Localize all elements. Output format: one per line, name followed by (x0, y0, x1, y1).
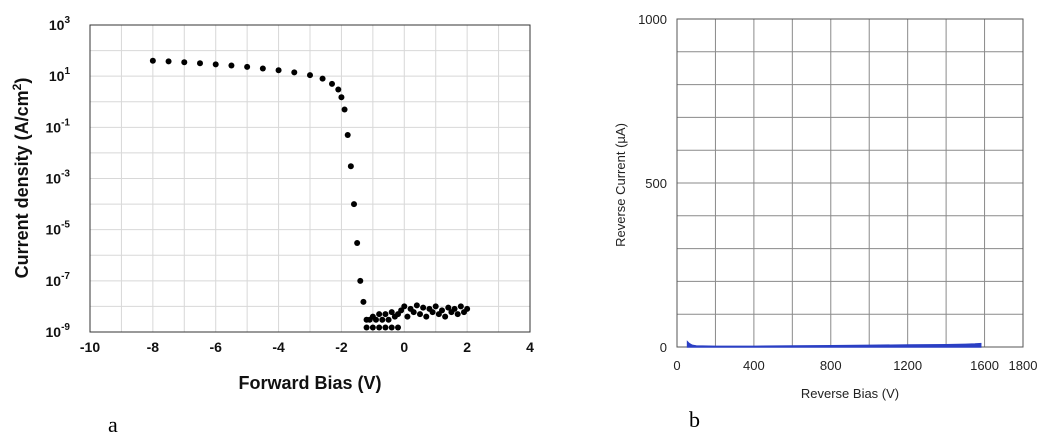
panel-a-data-point (410, 309, 417, 316)
panel-a-data-point (457, 303, 464, 310)
panel-a-data-point (379, 316, 386, 323)
panel-a-y-tick-label: 10-7 (46, 271, 71, 289)
panel-b-y-axis-label: Reverse Current (µA) (613, 123, 628, 247)
panel-a-y-axis-label: Current density (A/cm2) (10, 78, 32, 279)
panel-a-data-point (197, 60, 203, 67)
panel-b-x-tick-label: 1600 (970, 358, 999, 373)
panel-b-series-area (686, 340, 982, 348)
panel-b-x-tick-label: 400 (743, 358, 765, 373)
panel-a-y-tick-labels: 103 101 10-1 10-3 10-5 10-7 10-9 (46, 15, 71, 340)
panel-b-x-tick-label: 0 (673, 358, 680, 373)
panel-a-data-point (388, 309, 395, 316)
panel-a-data-point (413, 302, 420, 309)
panel-a-y-tick-label: 103 (49, 15, 71, 33)
panel-a-data-points (149, 57, 471, 331)
panel-a-data-point (445, 304, 452, 311)
panel-a-x-tick-label: -10 (80, 339, 100, 355)
panel-a-data-point (360, 298, 367, 305)
panel-a-data-point (404, 313, 411, 320)
panel-a-data-point (347, 163, 354, 170)
panel-b-y-tick-labels: 0 500 1000 (638, 12, 667, 355)
panel-a-data-point (401, 303, 408, 310)
panel-a-data-point (454, 311, 461, 318)
panel-a-data-point (382, 311, 389, 318)
panel-a-y-tick-label: 101 (49, 66, 71, 84)
panel-a-plot-frame (89, 24, 531, 333)
panel-a-data-point (291, 69, 298, 76)
panel-b-label: b (689, 407, 700, 432)
panel-a-y-axis-label-main: Current density (A/cm (12, 90, 32, 278)
panel-a-data-point (439, 307, 445, 314)
panel-a-data-point (429, 309, 436, 316)
panel-a-data-point (385, 316, 392, 323)
panel-b-data-series (686, 340, 982, 348)
panel-a-data-point (376, 311, 383, 318)
panel-a-x-axis-label: Forward Bias (V) (238, 373, 381, 393)
panel-b-x-tick-labels: 0 400 800 1200 1600 1800 (673, 358, 1037, 373)
panel-a-data-point (212, 61, 219, 68)
panel-a-data-point (369, 324, 376, 331)
panel-a-data-point (351, 201, 357, 208)
panel-b-x-tick-label: 1800 (1009, 358, 1038, 373)
panel-b-y-tick-label: 0 (660, 340, 667, 355)
panel-a-grid (89, 24, 531, 333)
panel-a-data-point (417, 311, 423, 318)
panel-a-data-point (335, 86, 342, 93)
panel-a-x-tick-label: 2 (463, 339, 471, 355)
panel-a-x-tick-label: -4 (272, 339, 285, 355)
panel-a-data-point (319, 75, 326, 82)
panel-b-x-tick-label: 1200 (893, 358, 922, 373)
panel-a-y-tick-label: 10-5 (46, 220, 71, 238)
panel-a-data-point (244, 63, 251, 70)
panel-a-data-point (464, 305, 471, 312)
panel-a-y-tick-label: 10-1 (46, 117, 71, 135)
panel-a-data-point (420, 304, 427, 311)
panel-a-data-point (329, 80, 335, 87)
panel-a-data-point (442, 313, 449, 320)
panel-a-x-tick-label: -2 (335, 339, 348, 355)
panel-a-x-tick-label: -8 (147, 339, 160, 355)
panel-a-data-point (307, 72, 313, 79)
panel-a-data-point (228, 62, 235, 69)
panel-a-y-tick-label: 10-3 (46, 169, 71, 187)
panel-a-data-point (181, 59, 188, 66)
panel-a-data-point (357, 277, 364, 284)
panel-a-data-point (259, 65, 266, 72)
panel-a-data-point (165, 58, 172, 65)
panel-a-data-point (338, 94, 345, 101)
panel-a-data-point (395, 324, 401, 331)
panel-a-data-point (373, 316, 379, 323)
panel-a-data-point (363, 324, 370, 331)
panel-b-grid (676, 18, 1024, 348)
panel-a-data-point (341, 106, 348, 113)
panel-a-y-tick-label: 10-9 (46, 322, 71, 340)
panel-b-x-axis-label: Reverse Bias (V) (801, 386, 899, 401)
panel-a-x-tick-label: 0 (400, 339, 408, 355)
panel-a-data-point (423, 313, 430, 320)
panel-a-data-point (432, 303, 439, 310)
panel-b-y-tick-label: 500 (645, 176, 667, 191)
panel-a-data-point (376, 324, 383, 331)
panel-a-data-point (344, 132, 351, 139)
panel-b-x-tick-label: 800 (820, 358, 842, 373)
panel-a-data-point (382, 324, 389, 331)
panel-a-data-point (149, 57, 156, 64)
panel-b-y-tick-label: 1000 (638, 12, 667, 27)
panel-a-y-axis-label-end: ) (12, 78, 32, 84)
panel-a-data-point (275, 67, 282, 74)
panel-a-x-tick-label: -6 (209, 339, 222, 355)
panel-a-y-axis-label-sup: 2 (10, 83, 24, 90)
panel-a-label: a (108, 412, 118, 437)
panel-a-data-point (388, 324, 395, 331)
panel-a-data-point (451, 305, 458, 312)
panel-a-data-point (354, 240, 361, 247)
panel-b-chart: 0 400 800 1200 1600 1800 0 500 1000 Reverse Bia… (613, 12, 1037, 432)
panel-a-chart: -10 -8 -6 -4 -2 0 2 4 103 101 10-1 10-3 10-5 10-7 10-… (10, 15, 534, 437)
panel-a-x-tick-labels: -10 -8 -6 -4 -2 0 2 4 (80, 339, 534, 355)
panel-a-x-tick-label: 4 (526, 339, 534, 355)
